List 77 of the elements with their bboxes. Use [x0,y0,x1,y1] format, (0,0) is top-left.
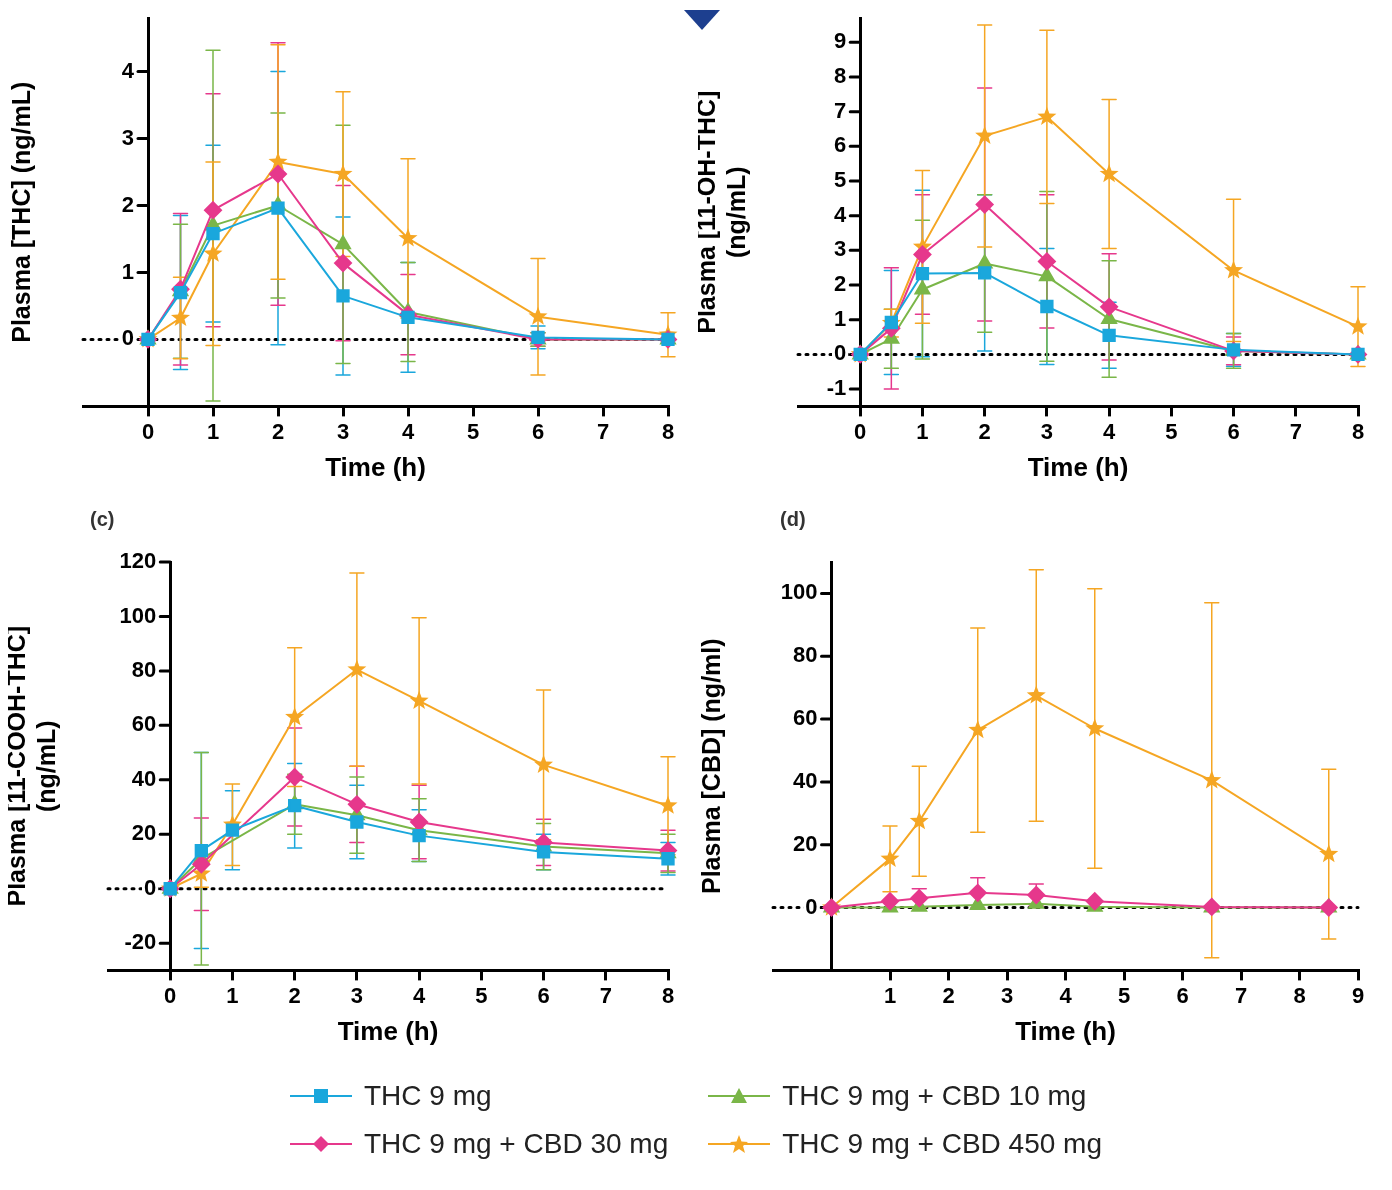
y-tick-label: 8 [833,63,847,89]
y-tick-label: 7 [833,97,847,123]
y-tick-label: 100 [119,602,157,628]
x-tick-label: 2 [978,418,991,444]
x-tick-label: 2 [288,982,301,1008]
x-tick-label: 3 [336,418,350,444]
x-tick-label: 0 [164,982,177,1008]
x-axis-title: Time (h) [325,451,426,482]
x-tick-label: 4 [1102,418,1116,444]
x-tick-label: 5 [466,418,480,444]
x-tick-label: 0 [854,418,867,444]
y-tick-label: 80 [131,656,157,682]
legend-label: THC 9 mg + CBD 450 mg [782,1128,1102,1160]
x-tick-label: 7 [1289,418,1302,444]
y-tick-label: 2 [121,191,134,217]
x-axis-title: Time (h) [337,1015,439,1046]
y-tick-label: 40 [793,767,818,793]
y-tick-label: 3 [121,124,134,150]
x-tick-label: 1 [916,418,929,444]
y-tick-label: -20 [124,929,157,955]
y-tick-label: 1 [121,258,134,284]
y-axis-title: Plasma [CBD] (ng/ml) [696,638,725,894]
y-tick-label: -1 [826,375,847,401]
x-tick-label: 2 [271,418,285,444]
x-tick-label: 1 [226,982,239,1008]
x-tick-label: 5 [475,982,488,1008]
y-tick-label: 9 [833,28,847,54]
x-axis-title: Time (h) [1027,451,1129,482]
chart-title: (c) [90,508,115,530]
y-tick-label: 2 [833,271,847,297]
y-tick-label: 20 [131,820,157,846]
y-tick-label: 120 [119,548,157,574]
y-tick-label: 80 [793,642,818,668]
x-tick-label: 8 [1351,418,1365,444]
legend-label: THC 9 mg [364,1080,492,1112]
legend-label: THC 9 mg + CBD 30 mg [364,1128,669,1160]
y-tick-label: 3 [833,236,847,262]
y-tick-label: 0 [121,325,134,351]
x-tick-label: 6 [537,982,550,1008]
x-tick-label: 1 [206,418,220,444]
y-tick-label: 5 [833,167,847,193]
x-tick-label: 8 [1293,982,1306,1008]
x-tick-label: 7 [596,418,610,444]
legend-label: THC 9 mg + CBD 10 mg [782,1080,1087,1112]
y-axis-title: Plasma [THC] (ng/mL) [6,81,35,343]
y-tick-label: 0 [143,874,157,900]
y-tick-label: 1 [833,305,847,331]
x-tick-label: 6 [1176,982,1189,1008]
y-tick-label: 60 [131,711,157,737]
x-tick-label: 3 [1000,982,1014,1008]
x-tick-label: 8 [661,418,675,444]
y-tick-label: 40 [131,765,157,791]
x-axis-title: Time (h) [1015,1015,1116,1046]
x-tick-label: 7 [599,982,612,1008]
y-tick-label: 100 [780,579,818,605]
y-tick-label: 0 [805,893,818,919]
x-tick-label: 3 [1040,418,1054,444]
x-tick-label: 5 [1165,418,1178,444]
y-tick-label: 4 [833,201,847,227]
x-tick-label: 6 [531,418,545,444]
x-tick-label: 4 [412,982,426,1008]
x-tick-label: 6 [1227,418,1240,444]
y-tick-label: 6 [833,132,847,158]
y-tick-label: 4 [121,57,135,83]
x-tick-label: 9 [1351,982,1365,1008]
x-tick-label: 4 [1059,982,1073,1008]
y-tick-label: 0 [833,340,847,366]
chart-title: (d) [779,508,807,532]
x-tick-label: 2 [942,982,955,1008]
x-tick-label: 1 [883,982,897,1008]
y-tick-label: 60 [793,705,818,731]
x-tick-label: 7 [1234,982,1248,1008]
x-tick-label: 4 [401,418,415,444]
x-tick-label: 5 [1117,982,1131,1008]
y-tick-label: 20 [793,830,818,856]
x-tick-label: 3 [350,982,364,1008]
x-tick-label: 8 [661,982,675,1008]
